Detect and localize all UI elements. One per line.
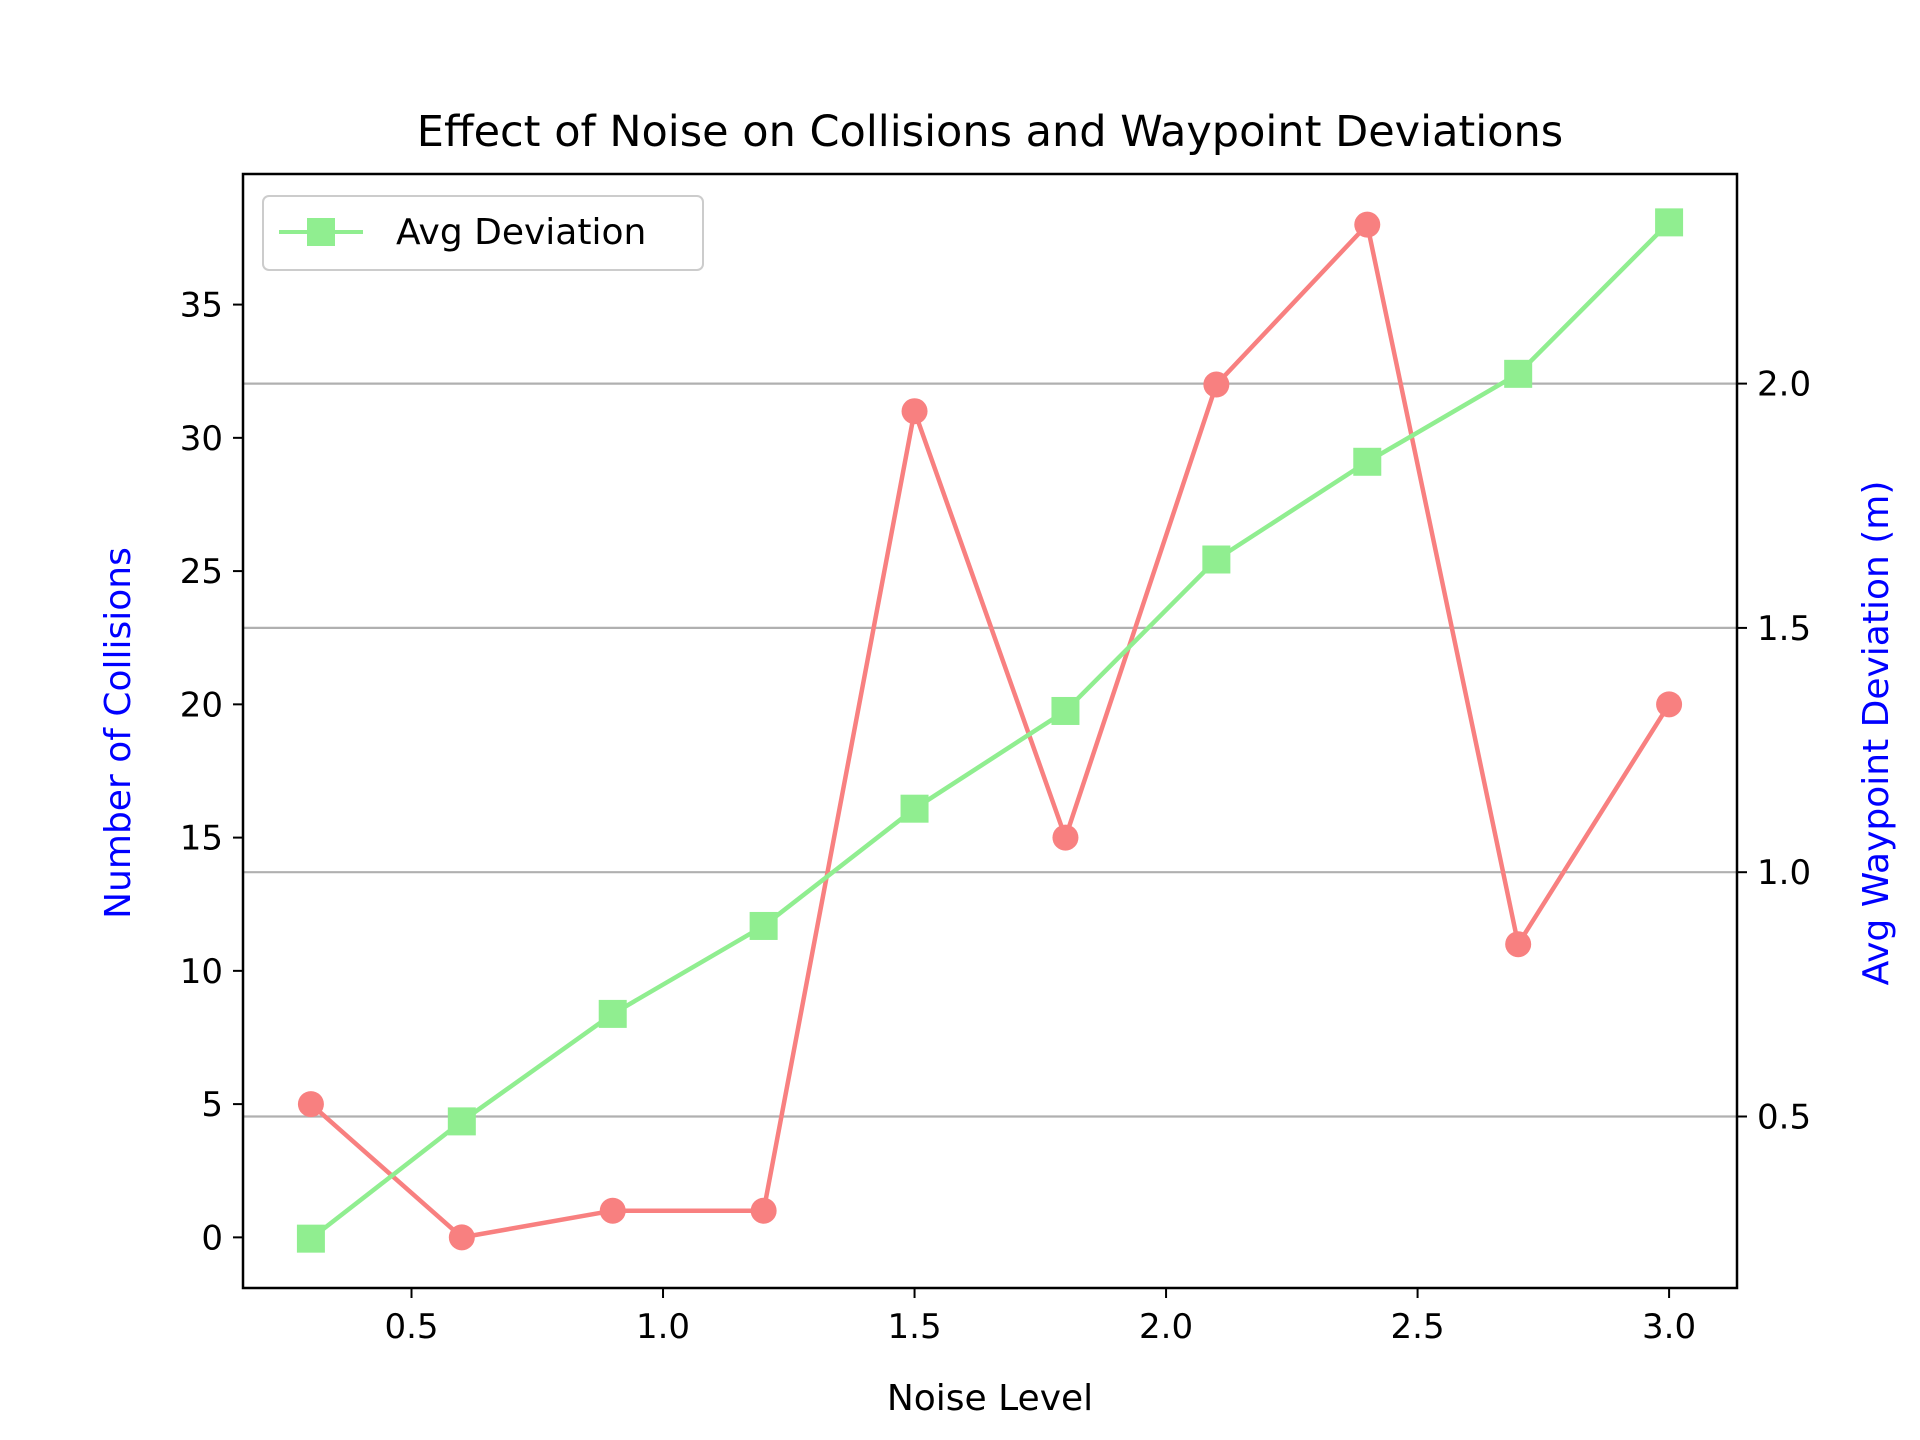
y-left-tick-label: 25 xyxy=(180,552,223,592)
series-deviation xyxy=(296,208,1684,1253)
x-axis-label: Noise Level xyxy=(887,1378,1093,1419)
x-tick-label: 2.5 xyxy=(1391,1307,1445,1347)
legend: Avg Deviation xyxy=(262,195,704,271)
legend-marker-avg-deviation xyxy=(307,218,335,246)
series-line-collisions xyxy=(309,222,1671,1240)
data-point-deviation xyxy=(296,1224,325,1253)
data-point-deviation xyxy=(749,911,778,940)
y-left-tick-label: 20 xyxy=(180,685,223,725)
x-tick-label: 0.5 xyxy=(384,1307,438,1347)
data-point-deviation xyxy=(447,1107,476,1136)
y-right-tick-label: 0.5 xyxy=(1757,1098,1811,1138)
x-tick-label: 1.0 xyxy=(636,1307,690,1347)
data-point-deviation xyxy=(1051,696,1080,725)
data-point-deviation xyxy=(598,999,627,1028)
data-point-deviation xyxy=(1504,359,1533,388)
data-point-deviation xyxy=(1202,545,1231,574)
series-layer xyxy=(296,208,1684,1253)
x-tick-label: 2.0 xyxy=(1139,1307,1193,1347)
data-point-deviation xyxy=(1655,208,1684,237)
legend-label-avg-deviation: Avg Deviation xyxy=(396,212,646,253)
series-line-deviation xyxy=(309,220,1671,1241)
chart-title: Effect of Noise on Collisions and Waypoi… xyxy=(417,107,1563,157)
data-point-collisions xyxy=(599,1197,626,1224)
data-point-collisions xyxy=(297,1091,324,1118)
y-axis-label-right: Avg Waypoint Deviation (m) xyxy=(1856,481,1897,986)
plot-frame xyxy=(241,172,1739,1290)
y-right-tick-label: 1.0 xyxy=(1757,853,1811,893)
data-point-collisions xyxy=(901,398,928,425)
legend-box xyxy=(262,195,704,271)
data-point-collisions xyxy=(1203,371,1230,398)
data-point-collisions xyxy=(448,1224,475,1251)
y-left-tick-label: 15 xyxy=(180,819,223,859)
x-tick-label: 1.5 xyxy=(888,1307,942,1347)
y-right-tick-label: 1.5 xyxy=(1757,609,1811,649)
data-point-collisions xyxy=(1354,211,1381,238)
data-point-collisions xyxy=(1656,691,1683,718)
series-collisions xyxy=(297,211,1683,1251)
y-left-tick-label: 30 xyxy=(180,419,223,459)
y-left-tick-label: 35 xyxy=(180,286,223,326)
y-left-tick-label: 0 xyxy=(201,1218,223,1258)
data-point-collisions xyxy=(1052,824,1079,851)
y-right-tick-label: 2.0 xyxy=(1757,365,1811,405)
y-axis-label-left: Number of Collisions xyxy=(98,547,139,919)
data-point-collisions xyxy=(1505,931,1532,958)
data-point-collisions xyxy=(750,1197,777,1224)
x-tick-label: 3.0 xyxy=(1642,1307,1696,1347)
data-point-deviation xyxy=(1353,447,1382,476)
data-point-deviation xyxy=(900,794,929,823)
axis-ticks: 0.5 1.0 1.5 2.0 2.5 3.0 0 5 10 15 20 25 30 35 0.5 1.0 1.… xyxy=(180,286,1811,1347)
y-left-tick-label: 10 xyxy=(180,952,223,992)
y-left-tick-label: 5 xyxy=(201,1085,223,1125)
